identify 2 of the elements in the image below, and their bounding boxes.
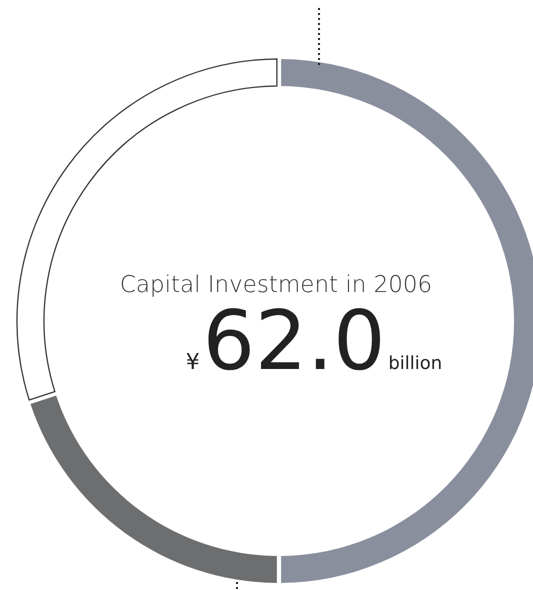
text: billion	[388, 353, 442, 374]
text: ¥	[186, 350, 200, 375]
